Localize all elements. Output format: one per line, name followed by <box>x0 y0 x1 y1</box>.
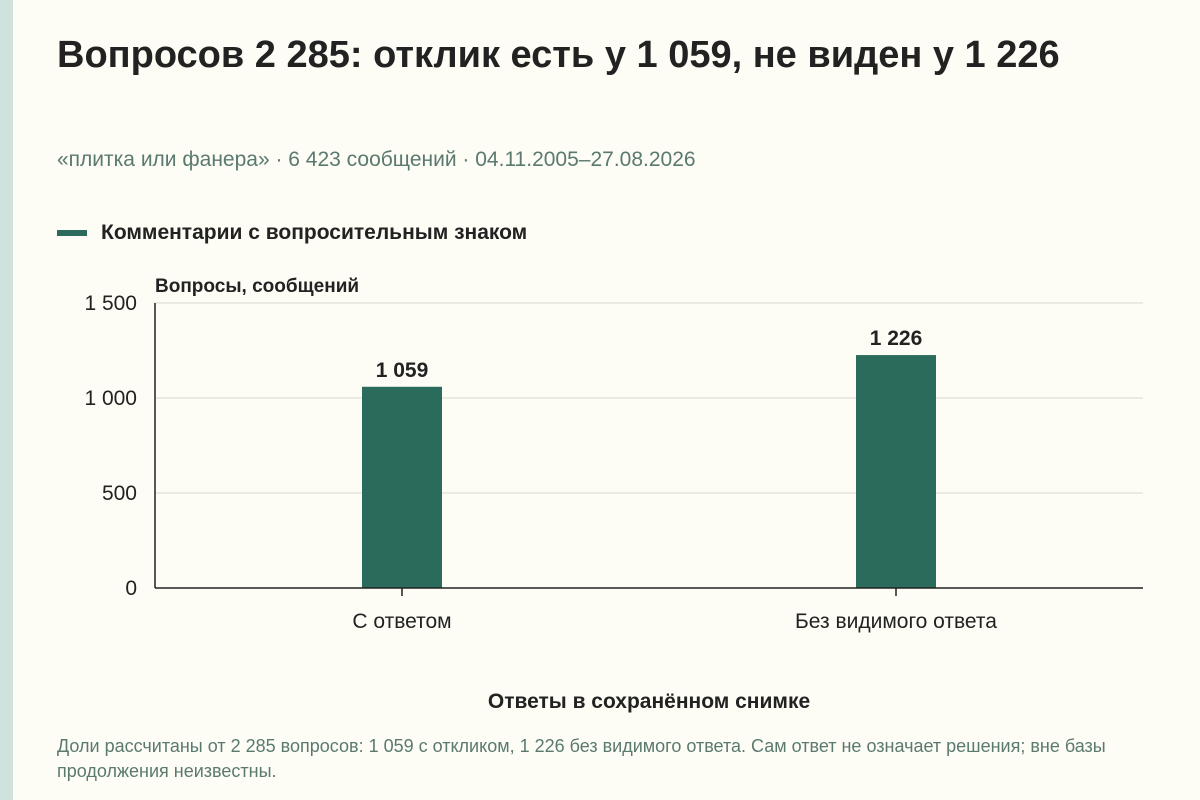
x-tick-label: С ответом <box>352 610 451 633</box>
y-tick-label: 500 <box>102 482 137 505</box>
bar <box>362 386 442 588</box>
data-label: 1 059 <box>376 359 429 382</box>
y-axis-title: Вопросы, сообщений <box>155 276 359 297</box>
x-axis-title: Ответы в сохранённом снимке <box>488 690 810 713</box>
legend-swatch <box>57 230 87 236</box>
chart-caption: Доли рассчитаны от 2 285 вопросов: 1 059… <box>57 736 1106 781</box>
x-tick-label: Без видимого ответа <box>795 610 997 633</box>
left-accent-strip <box>0 0 13 800</box>
y-tick-label: 1 000 <box>84 387 137 410</box>
bar <box>856 355 936 588</box>
y-tick-label: 1 500 <box>84 292 137 315</box>
legend: Комментарии с вопросительным знаком <box>57 218 527 248</box>
chart-subtitle: «плитка или фанера» · 6 423 сообщений · … <box>57 148 696 171</box>
legend-label: Комментарии с вопросительным знаком <box>101 221 528 244</box>
data-label: 1 226 <box>870 327 923 350</box>
y-tick-label: 0 <box>125 577 137 600</box>
chart-title: Вопросов 2 285: отклик есть у 1 059, не … <box>57 34 1060 76</box>
